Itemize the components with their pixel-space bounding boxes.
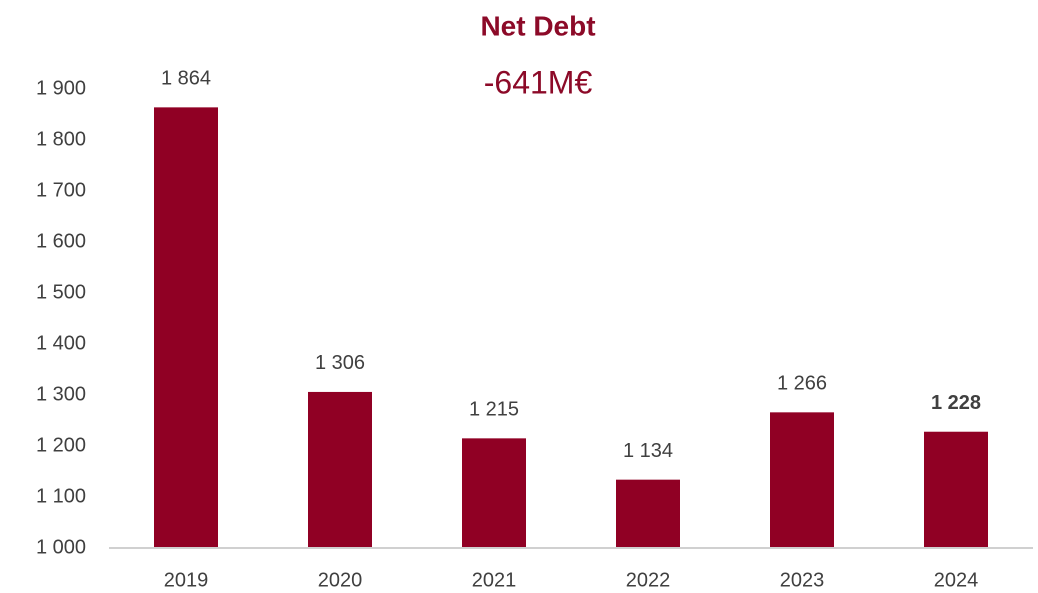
y-tick-label: 1 400	[36, 332, 86, 354]
data-label: 1 306	[315, 352, 365, 374]
x-tick-label: 2021	[472, 569, 517, 591]
data-label: 1 864	[161, 68, 211, 90]
x-tick-label: 2024	[934, 569, 979, 591]
y-tick-label: 1 000	[36, 536, 86, 558]
bar	[924, 431, 988, 548]
data-label: 1 266	[777, 373, 827, 395]
y-tick-label: 1 700	[36, 179, 86, 201]
chart-subtitle: -641M€	[484, 64, 593, 100]
data-label: 1 134	[623, 440, 673, 462]
y-tick-label: 1 500	[36, 281, 86, 303]
y-tick-label: 1 200	[36, 434, 86, 456]
x-tick-label: 2023	[780, 569, 825, 591]
data-label: 1 228	[931, 392, 981, 414]
x-tick-label: 2020	[318, 569, 363, 591]
x-tick-label: 2022	[626, 569, 671, 591]
y-tick-label: 1 100	[36, 485, 86, 507]
x-tick-label: 2019	[164, 569, 209, 591]
y-tick-label: 1 800	[36, 128, 86, 150]
y-tick-label: 1 300	[36, 383, 86, 405]
data-label: 1 215	[469, 399, 519, 421]
bar	[154, 107, 218, 549]
bar	[462, 438, 526, 548]
y-tick-label: 1 900	[36, 77, 86, 99]
bar	[308, 391, 372, 548]
chart-title: Net Debt	[480, 10, 595, 41]
bar	[770, 412, 834, 548]
bar	[616, 479, 680, 548]
y-tick-label: 1 600	[36, 230, 86, 252]
